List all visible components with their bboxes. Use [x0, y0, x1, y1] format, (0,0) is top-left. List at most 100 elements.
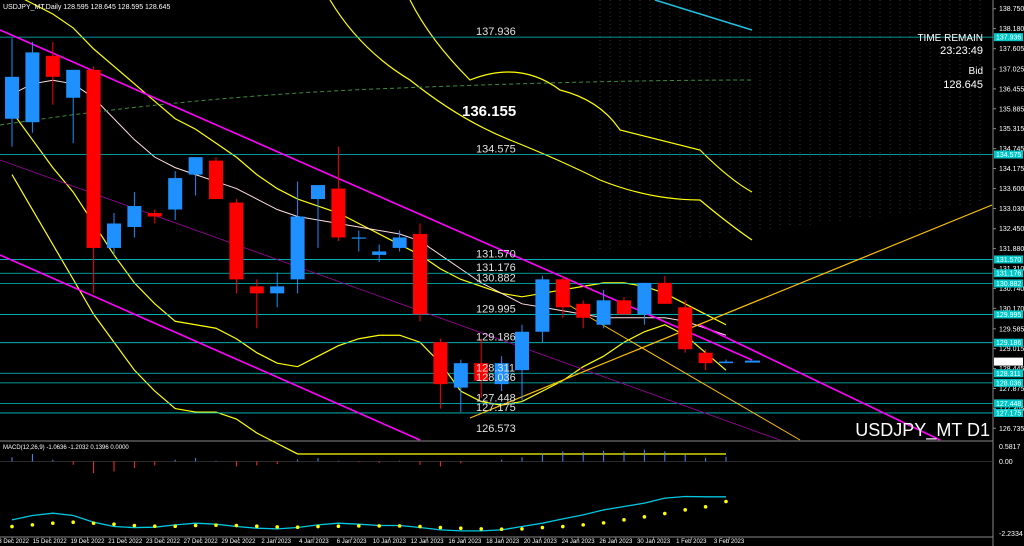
macd-signal-dot — [214, 523, 218, 528]
candle-body — [535, 279, 550, 332]
candle-body — [147, 213, 162, 217]
price-axis-tag-label: 137.936 — [996, 35, 1021, 42]
price-axis-label: 129.015 — [999, 346, 1024, 353]
price-axis-label: 138.180 — [999, 26, 1024, 33]
upper-right-band-line — [409, 0, 753, 193]
macd-signal-dot — [132, 523, 137, 528]
price-axis-label: 135.885 — [999, 106, 1024, 113]
time-axis-label: 23 Dec 2022 — [146, 539, 181, 545]
time-axis-label: 13 Dec 2022 — [0, 539, 30, 545]
time-axis-label: 12 Jan 2023 — [411, 539, 445, 545]
trend-support-line — [469, 204, 993, 419]
cyan-ray-line — [654, 0, 753, 31]
macd-signal-dot — [234, 523, 239, 528]
candle-body — [86, 69, 101, 248]
price-axis-label: 130.740 — [999, 286, 1024, 293]
price-axis-tag-label: 134.575 — [996, 152, 1021, 159]
macd-signal-dot — [377, 524, 382, 528]
macd-signal-dot — [397, 524, 402, 528]
level-label: 127.175 — [476, 402, 516, 414]
bid-label: Bid — [969, 66, 983, 77]
channel-lower-line — [0, 254, 421, 441]
time-axis-label: 24 Jan 2023 — [562, 539, 596, 545]
time-axis-label: 27 Dec 2022 — [184, 539, 219, 545]
price-axis-tag-label: 129.186 — [996, 340, 1021, 347]
candle-body — [66, 69, 81, 98]
candle-body — [188, 157, 203, 175]
macd-signal-dot — [71, 520, 75, 524]
candle-body — [372, 251, 387, 255]
macd-signal-dot — [316, 524, 320, 529]
time-axis-label: 10 Jan 2023 — [373, 539, 407, 545]
level-label: 127.448 — [476, 392, 516, 404]
price-axis-label: 130.170 — [999, 306, 1024, 313]
macd-axis-label: 0.5817 — [999, 444, 1021, 451]
candle-body — [351, 237, 366, 239]
macd-pane: 0.5817 0.00 -2.2334 — [0, 444, 1023, 538]
candle-body — [596, 300, 611, 325]
level-label: 128.036 — [476, 372, 516, 384]
macd-signal-dot — [173, 524, 177, 529]
macd-signal-dot — [663, 511, 667, 516]
outer-lower-band-line — [11, 174, 726, 455]
price-axis-label: 137.605 — [999, 46, 1024, 53]
macd-signal-dot — [295, 525, 300, 530]
price-axis-label: 133.030 — [999, 206, 1024, 213]
macd-signal-dot — [10, 524, 14, 529]
price-axis-label: 133.600 — [999, 186, 1024, 193]
candle-body — [474, 363, 489, 381]
price-axis-tag-label: 127.175 — [996, 410, 1021, 417]
price-axis-tag — [994, 269, 1023, 278]
candle-body — [637, 282, 652, 315]
candle-body — [249, 286, 264, 294]
bid-value: 128.645 — [943, 79, 983, 91]
time-remain-label: TIME REMAIN — [917, 33, 983, 44]
price-axis-tag — [994, 255, 1023, 264]
level-label: 130.882 — [476, 272, 516, 284]
macd-axis-label: 0.00 — [999, 459, 1013, 466]
price-axis-tag — [994, 338, 1023, 347]
price-axis-tag-label: 130.882 — [996, 281, 1021, 288]
macd-signal-dot — [561, 524, 565, 529]
price-axis-tag-label: 128.311 — [996, 371, 1021, 378]
price-axis-label: 138.750 — [999, 6, 1024, 13]
level-label: 126.573 — [476, 423, 516, 435]
candle-body — [331, 188, 346, 238]
candle-body — [270, 286, 285, 294]
candle-body — [127, 206, 142, 227]
candle-body — [392, 237, 407, 248]
macd-signal-dot — [622, 518, 626, 522]
macd-signal-dot — [540, 525, 545, 530]
macd-signal-dot — [479, 527, 484, 531]
candle-body — [209, 160, 223, 200]
candle-body — [494, 363, 509, 385]
macd-signal-dot — [499, 527, 504, 532]
time-axis-label: 1 Feb 2023 — [676, 539, 707, 545]
macd-signal-dot — [336, 524, 341, 529]
candle-body — [453, 363, 468, 388]
time-axis-label: 6 Jan 2023 — [337, 539, 367, 545]
candle-body — [719, 361, 733, 364]
macd-signal-dot — [601, 521, 606, 525]
level-label: 137.936 — [476, 26, 516, 38]
price-axis-tag — [994, 310, 1023, 319]
candle-body — [168, 178, 183, 210]
candle-body — [413, 233, 427, 315]
macd-main-line — [11, 495, 726, 532]
price-axis-tag — [994, 150, 1023, 159]
candle-body — [5, 76, 19, 119]
candle-body — [45, 55, 60, 77]
price-axis-tag-label: 131.570 — [996, 257, 1021, 264]
price-axis-tag — [994, 369, 1023, 378]
price-axis-label: 135.315 — [999, 126, 1024, 133]
macd-signal-dot — [51, 521, 55, 525]
symbol-header: USDJPY_MT,Daily 128.595 128.645 128.595 … — [3, 4, 170, 11]
candle-body — [657, 282, 672, 304]
price-axis-tag-label: 127.448 — [996, 401, 1021, 408]
candle-body — [698, 352, 713, 364]
macd-signal-dot — [724, 499, 728, 504]
candles-series — [5, 38, 760, 413]
level-label: 128.311 — [476, 362, 515, 374]
highlight-level-label: 136.155 — [462, 103, 516, 120]
